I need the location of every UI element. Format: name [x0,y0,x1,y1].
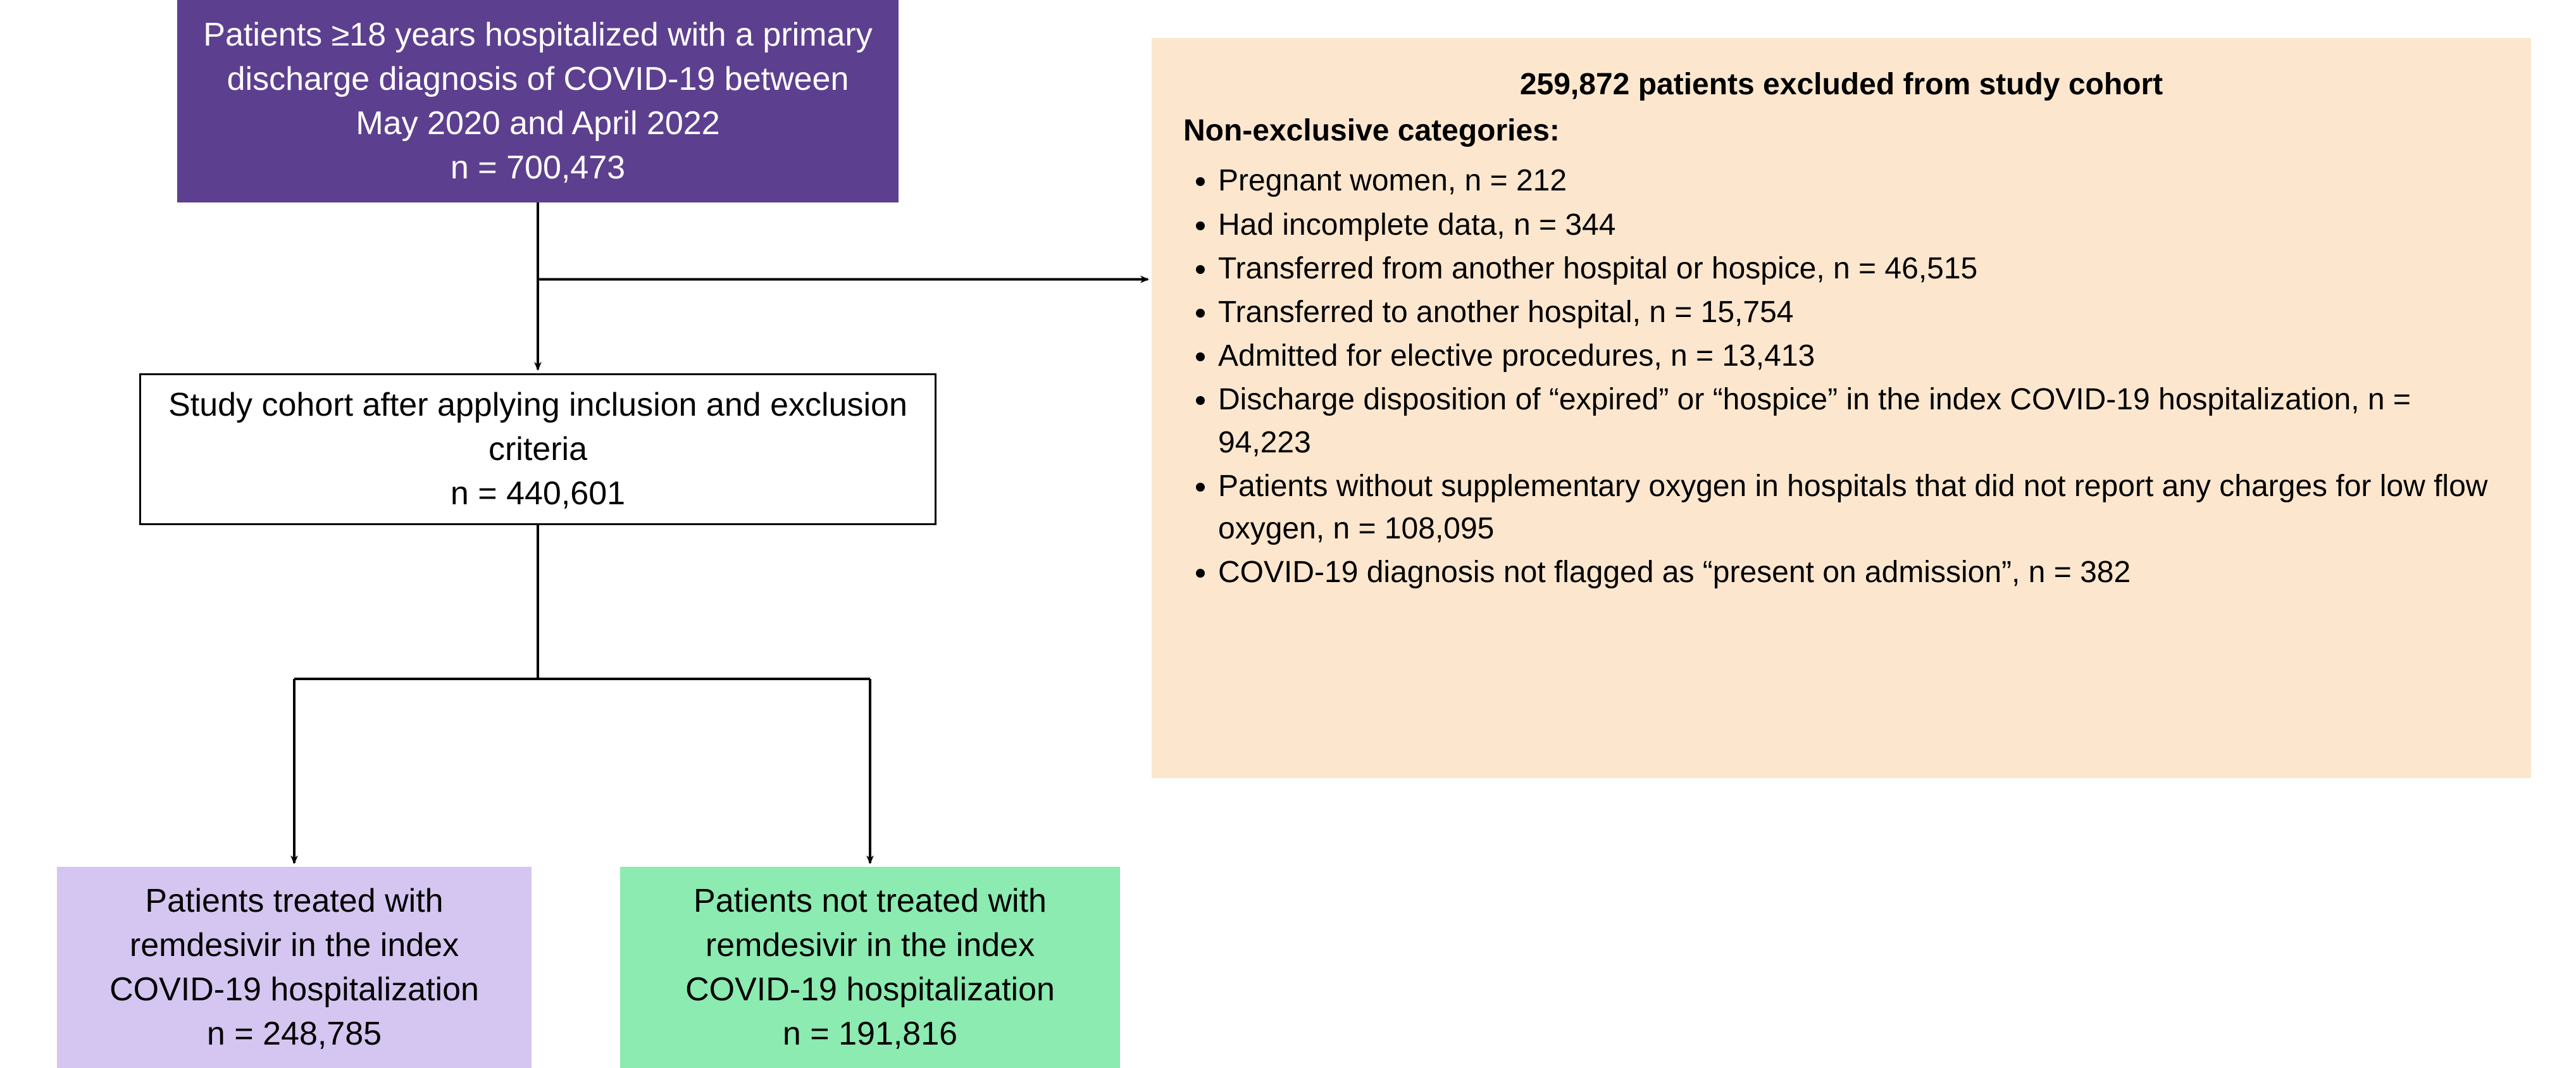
flowchart-connectors [0,0,2576,1068]
